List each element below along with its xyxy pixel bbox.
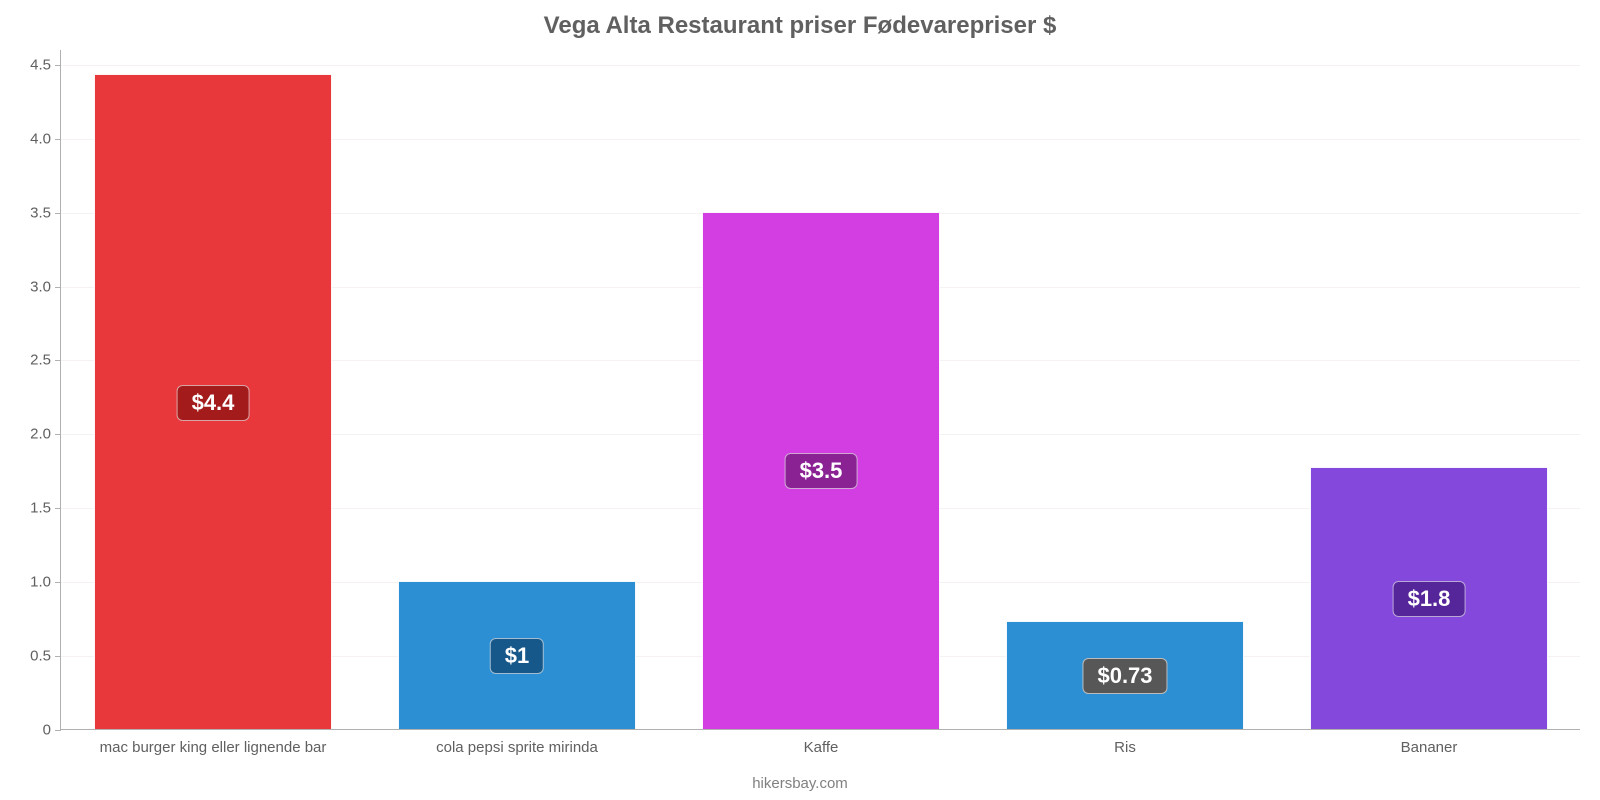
chart-footer: hikersbay.com: [0, 775, 1600, 792]
ytick-label: 4.0: [30, 130, 61, 147]
ytick-label: 4.5: [30, 56, 61, 73]
value-badge: $3.5: [785, 453, 858, 489]
ytick-label: 0.5: [30, 648, 61, 665]
xtick-label: Bananer: [1401, 729, 1458, 756]
gridline: [61, 65, 1580, 66]
value-badge: $4.4: [177, 385, 250, 421]
chart-title: Vega Alta Restaurant priser Fødevarepris…: [0, 12, 1600, 40]
ytick-label: 2.0: [30, 426, 61, 443]
value-badge: $1.8: [1393, 581, 1466, 617]
value-badge: $0.73: [1082, 658, 1167, 694]
value-badge: $1: [490, 638, 544, 674]
ytick-label: 0: [43, 722, 61, 739]
price-bar-chart: Vega Alta Restaurant priser Fødevarepris…: [0, 0, 1600, 800]
xtick-label: Ris: [1114, 729, 1136, 756]
xtick-label: Kaffe: [804, 729, 839, 756]
ytick-label: 2.5: [30, 352, 61, 369]
ytick-label: 3.0: [30, 278, 61, 295]
xtick-label: cola pepsi sprite mirinda: [436, 729, 598, 756]
xtick-label: mac burger king eller lignende bar: [100, 729, 327, 756]
ytick-label: 3.5: [30, 204, 61, 221]
ytick-label: 1.0: [30, 574, 61, 591]
plot-area: 00.51.01.52.02.53.03.54.04.5mac burger k…: [60, 50, 1580, 730]
ytick-label: 1.5: [30, 500, 61, 517]
